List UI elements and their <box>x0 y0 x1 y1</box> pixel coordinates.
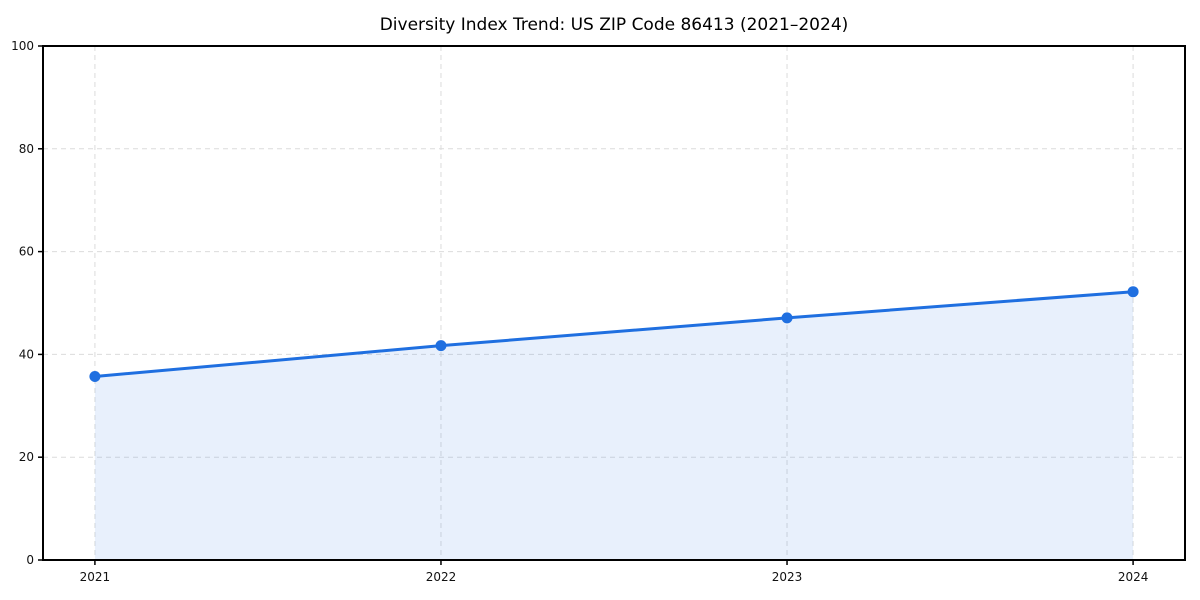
chart-title: Diversity Index Trend: US ZIP Code 86413… <box>380 15 849 35</box>
x-axis-tick-label: 2022 <box>426 570 457 584</box>
label-layer: 0 20 40 60 80 100 2021 2022 2023 2024 <box>11 39 1148 584</box>
area-layer <box>94 291 1134 560</box>
y-axis-tick-label: 20 <box>19 450 34 464</box>
line-layer <box>93 290 1135 379</box>
y-axis-tick-label: 100 <box>11 39 34 53</box>
y-axis-tick-label: 60 <box>19 245 34 259</box>
y-axis-tick-label: 40 <box>19 347 34 361</box>
area-fill <box>94 291 1134 560</box>
data-point-marker <box>781 312 793 324</box>
marker-layer <box>89 286 1139 383</box>
y-axis-tick-label: 80 <box>19 142 34 156</box>
x-axis-tick-label: 2024 <box>1118 570 1149 584</box>
plot-border <box>42 45 1186 561</box>
grid-layer <box>43 45 1185 561</box>
y-axis-tick-label: 0 <box>26 553 34 567</box>
tick-layer <box>38 45 1134 565</box>
x-axis-tick-label: 2023 <box>772 570 803 584</box>
data-point-marker <box>435 340 447 352</box>
x-axis-tick-label: 2021 <box>80 570 111 584</box>
data-point-marker <box>1127 286 1139 298</box>
data-point-marker <box>89 371 101 383</box>
trend-line <box>93 290 1135 379</box>
spine-layer <box>42 45 1186 561</box>
